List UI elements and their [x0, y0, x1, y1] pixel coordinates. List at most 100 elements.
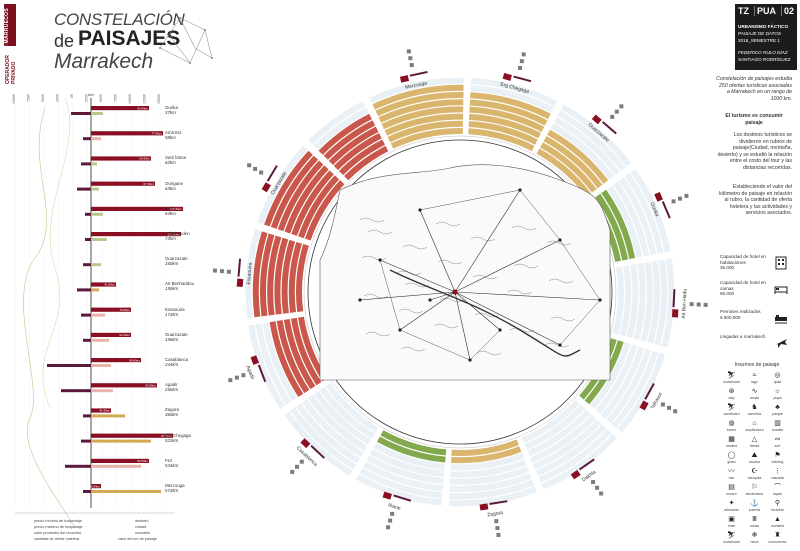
route-line	[429, 291, 456, 301]
building-icon	[775, 256, 787, 270]
wheel-swatch	[261, 182, 271, 193]
activity-icon	[253, 166, 258, 171]
insumo-item: ♣ parque	[767, 403, 788, 419]
range-bar	[91, 464, 141, 468]
activity-icon	[667, 405, 672, 410]
ring-segment	[298, 175, 340, 239]
ring-segment	[319, 386, 375, 439]
hotel-bar	[65, 464, 91, 468]
legend-mountain: montaña	[135, 531, 150, 535]
destination-node	[598, 298, 602, 302]
hotel-bar	[81, 162, 91, 166]
destination-distance: 173km	[165, 311, 179, 317]
insumo-icon: ⚐	[751, 484, 758, 491]
ring-segment	[624, 173, 664, 254]
insumo-label: medina	[725, 444, 738, 448]
activity-icon	[212, 268, 217, 273]
insumo-item: ▣ hotel	[721, 515, 742, 531]
destination-label: Merzouga 573km	[165, 483, 185, 493]
wheel-swatch	[644, 383, 655, 400]
ring-segment	[333, 133, 382, 171]
hotel-bar	[81, 439, 91, 443]
value-bar-label: 77 €/km	[151, 132, 162, 136]
activity-icon	[696, 302, 701, 307]
wheel-swatch	[578, 458, 595, 471]
ring-segment	[547, 129, 609, 184]
activity-icon	[660, 402, 665, 407]
subtitle: El turismo es consumir paisaje	[725, 113, 783, 126]
value-bar-label: 41 €/km	[104, 283, 115, 287]
wheel-swatch	[310, 445, 325, 459]
value-bar-label: 60 €/km	[139, 157, 150, 161]
insumo-icon: ▦	[728, 436, 735, 443]
insumo-icon: Ⅲ	[752, 516, 757, 523]
insumo-icon: ♞	[751, 404, 758, 411]
destination-node	[418, 208, 422, 212]
destination-distance: 196km	[165, 336, 179, 342]
ring-segment	[470, 85, 555, 113]
ring-segment	[304, 180, 345, 241]
ring-segment	[469, 106, 545, 132]
legend-desert: desierto	[135, 519, 149, 523]
terrain-line	[544, 342, 570, 348]
activity-icon	[671, 199, 676, 204]
destination-label: Casablanca 244km	[165, 357, 188, 367]
insumo-item: ▤ museo	[721, 483, 742, 499]
wheel-swatch	[654, 191, 663, 202]
destination-distance: 244km	[165, 362, 179, 367]
hotel-bar	[83, 263, 91, 267]
value-bar-label: 67 €/km	[143, 182, 154, 186]
ring-segment	[313, 107, 369, 150]
activity-icon	[390, 511, 395, 516]
ring-segment	[527, 409, 591, 457]
wheel-swatch	[382, 491, 392, 500]
hotel-bar	[47, 364, 91, 367]
ring-segment	[375, 92, 464, 117]
wheel-swatch	[393, 494, 412, 502]
strip-sub: OPERADOR PRIVADO	[5, 55, 17, 84]
axis-tick-label: 250€	[85, 94, 89, 102]
wheel-label: Ouarzazate	[270, 171, 289, 196]
insumo-icon: ❄	[751, 532, 758, 539]
ring-segment	[281, 239, 296, 314]
legend-max: precio máximo de hospedaje	[34, 525, 83, 529]
ring-segment	[451, 446, 522, 464]
insumo-item: ▲ montaña	[767, 515, 788, 531]
wheel-label: Erg Chegaga	[500, 81, 530, 94]
destination-label: Ouksimeden 73km	[165, 231, 190, 241]
value-bar-label: 220 €/km	[168, 232, 181, 236]
activity-icon	[519, 59, 524, 64]
wheel-label: Tafraout	[650, 391, 664, 410]
activity-icon	[496, 532, 501, 537]
ring-segment	[377, 436, 446, 463]
ring-segment	[449, 479, 535, 500]
terrain-line	[439, 297, 465, 303]
insumo-label: puertos	[748, 508, 761, 512]
value-bar-label: 56 €/km	[137, 106, 148, 110]
insumo-item: ◯ globo	[721, 451, 742, 467]
wheel-swatch	[502, 72, 512, 81]
ring-segment	[302, 399, 364, 458]
terrain-line	[507, 289, 533, 295]
route-line	[454, 291, 561, 346]
destination-distance: 58km	[165, 135, 176, 141]
ring-segment	[601, 189, 636, 260]
destination-distance: 37km	[165, 110, 176, 115]
value-bar	[91, 408, 111, 413]
wheel-label: Ourika	[649, 202, 660, 218]
activity-icon	[386, 525, 391, 530]
activity-icon	[408, 56, 413, 61]
activity-icon	[619, 104, 624, 109]
insumo-icon: ⛷	[727, 404, 736, 411]
ring-segment	[595, 344, 638, 414]
inner-circle-outer	[303, 135, 617, 449]
wheel-label: Aït Ben Hadu	[681, 289, 689, 319]
axis-tick-label: 1000€	[12, 94, 16, 104]
value-bar	[91, 181, 155, 186]
route-line	[454, 291, 601, 301]
terrain-line	[433, 323, 459, 329]
ring-segment	[325, 382, 379, 433]
ring-segment	[290, 317, 322, 386]
range-bar	[91, 212, 103, 216]
ring-segment	[469, 99, 548, 126]
